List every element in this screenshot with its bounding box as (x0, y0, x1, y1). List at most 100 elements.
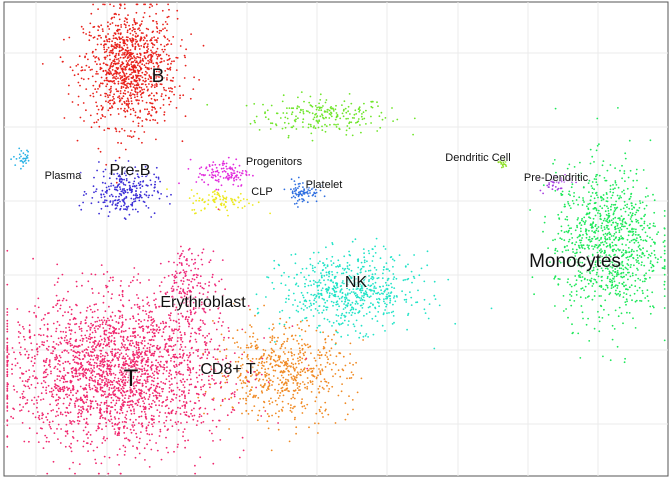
point (393, 297, 395, 299)
point (190, 311, 193, 313)
point (295, 309, 298, 312)
point (362, 281, 365, 284)
point (95, 70, 98, 73)
point (197, 396, 200, 399)
point (168, 103, 171, 106)
point (123, 183, 125, 186)
point (606, 277, 609, 280)
point (614, 292, 617, 295)
point (154, 364, 157, 367)
point (331, 287, 334, 290)
point (159, 73, 162, 76)
point (121, 36, 124, 38)
point (180, 263, 183, 265)
point (142, 79, 145, 82)
point (221, 364, 224, 367)
point (363, 292, 365, 295)
point (548, 183, 550, 186)
point (349, 254, 352, 257)
point (355, 361, 357, 364)
point (239, 178, 242, 181)
point (303, 191, 306, 194)
point (333, 293, 336, 296)
point (268, 327, 271, 330)
point (306, 377, 309, 379)
point (589, 240, 592, 243)
point (109, 87, 112, 90)
point (192, 308, 195, 311)
point (82, 31, 85, 34)
point (117, 58, 120, 60)
point (219, 350, 221, 353)
point (271, 335, 274, 338)
point (596, 268, 599, 271)
point (571, 237, 574, 239)
point (326, 291, 329, 294)
point (628, 251, 631, 254)
point (123, 178, 125, 181)
point (92, 95, 95, 98)
point (116, 204, 119, 207)
point (292, 338, 295, 341)
point (198, 199, 201, 202)
point (279, 365, 281, 368)
point (27, 150, 29, 153)
point (163, 368, 166, 371)
point (614, 167, 616, 170)
point (172, 288, 175, 291)
point (82, 102, 85, 104)
point (210, 171, 213, 174)
point (280, 343, 283, 346)
point (121, 54, 123, 56)
point (296, 340, 298, 342)
point (225, 162, 228, 165)
point (255, 394, 257, 397)
point (114, 188, 117, 191)
point (292, 366, 295, 369)
point (224, 397, 227, 400)
point (86, 423, 89, 426)
point (619, 195, 621, 197)
point (269, 212, 271, 215)
point (394, 300, 397, 303)
point (292, 363, 295, 366)
point (578, 176, 581, 179)
point (317, 422, 320, 425)
point (571, 183, 574, 186)
point (115, 395, 117, 398)
point (317, 262, 320, 265)
point (180, 245, 182, 248)
point (143, 193, 146, 196)
point (373, 287, 375, 289)
point (127, 105, 130, 107)
point (299, 301, 301, 303)
point (103, 436, 105, 438)
point (269, 357, 272, 360)
point (356, 272, 359, 275)
point (290, 254, 293, 256)
point (629, 294, 632, 297)
point (292, 125, 295, 127)
point (271, 339, 273, 342)
point (222, 177, 225, 179)
point (143, 36, 146, 39)
point (319, 93, 322, 96)
point (146, 72, 148, 74)
point (560, 177, 563, 179)
point (569, 194, 571, 197)
point (354, 284, 357, 286)
point (304, 330, 307, 333)
point (173, 282, 176, 284)
point (184, 397, 186, 400)
point (185, 270, 188, 273)
point (329, 106, 332, 109)
point (186, 258, 188, 260)
point (224, 170, 227, 173)
point (575, 248, 578, 251)
point (132, 198, 135, 201)
point (382, 272, 384, 275)
point (292, 107, 295, 110)
point (598, 249, 601, 252)
point (281, 371, 283, 373)
point (153, 352, 155, 355)
